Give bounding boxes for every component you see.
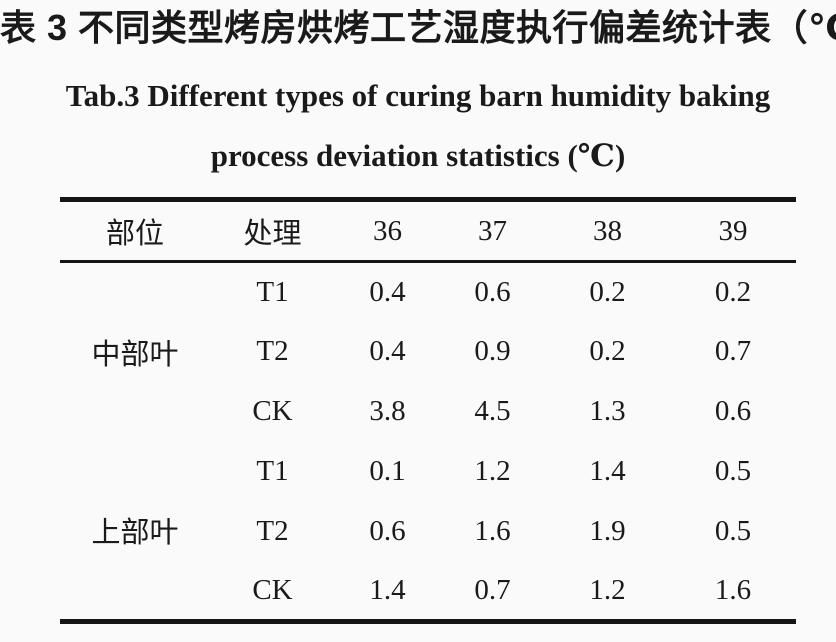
- value-cell: 1.4: [369, 573, 406, 606]
- value-cell: 0.2: [589, 335, 626, 367]
- col-header-37: 37: [478, 214, 507, 247]
- value-cell: 0.7: [474, 573, 511, 606]
- humidity-deviation-table: 部位 处理 36 37 38 39 中部叶 T1 0.4 0.6 0.2 0.2…: [60, 197, 796, 624]
- table-row: CK 3.8 4.5 1.3 0.6: [60, 382, 796, 442]
- value-cell: 0.5: [714, 515, 752, 547]
- row-group-upper-leaf: 上部叶: [91, 517, 179, 550]
- value-cell: 0.4: [369, 335, 406, 367]
- value-cell: 1.4: [589, 455, 626, 487]
- treatment-cell: T2: [256, 515, 289, 547]
- value-cell: 0.5: [714, 455, 752, 487]
- value-cell: 0.2: [589, 275, 626, 308]
- value-cell: 0.1: [369, 455, 406, 487]
- treatment-cell: T1: [256, 455, 289, 487]
- col-header-36: 36: [373, 214, 402, 247]
- treatment-cell: T2: [256, 335, 289, 367]
- value-cell: 3.8: [369, 395, 406, 427]
- value-cell: 0.9: [474, 335, 511, 367]
- table-caption-zh: 表 3 不同类型烤房烘烤工艺湿度执行偏差统计表（℃）: [0, 7, 836, 48]
- table-caption-en-line2: process deviation statistics (℃): [210, 138, 626, 173]
- col-header-38: 38: [593, 214, 622, 247]
- col-header-part: 部位: [105, 218, 164, 250]
- value-cell: 0.2: [714, 275, 752, 308]
- table-row: T2 0.6 1.6 1.9 0.5: [60, 502, 796, 562]
- value-cell: 1.3: [589, 395, 626, 427]
- value-cell: 1.6: [714, 573, 752, 606]
- value-cell: 1.2: [474, 455, 511, 487]
- table-row: 上部叶 T1 0.1 1.2 1.4 0.5: [60, 442, 796, 549]
- value-cell: 0.6: [369, 515, 406, 547]
- row-group-middle-leaf: 中部叶: [91, 339, 179, 372]
- table-caption-en-line1: Tab.3 Different types of curing barn hum…: [65, 78, 771, 113]
- treatment-cell: T1: [256, 275, 289, 308]
- value-cell: 0.6: [474, 275, 511, 308]
- value-cell: 1.2: [589, 573, 626, 606]
- table-row: 中部叶 T1 0.4 0.6 0.2 0.2: [60, 262, 796, 372]
- value-cell: 0.4: [369, 275, 406, 308]
- value-cell: 0.6: [714, 395, 752, 427]
- treatment-cell: CK: [252, 395, 293, 427]
- table-row: CK 1.4 0.7 1.2 1.6: [60, 562, 796, 622]
- treatment-cell: CK: [252, 573, 293, 606]
- header-row: 部位 处理 36 37 38 39: [60, 200, 796, 262]
- value-cell: 0.7: [714, 335, 752, 367]
- table-row: T2 0.4 0.9 0.2 0.7: [60, 322, 796, 382]
- value-cell: 1.6: [474, 515, 511, 547]
- value-cell: 1.9: [589, 515, 626, 547]
- statistics-table-container: 部位 处理 36 37 38 39 中部叶 T1 0.4 0.6 0.2 0.2…: [60, 197, 796, 624]
- col-header-39: 39: [718, 214, 748, 247]
- col-header-treatment: 处理: [243, 218, 302, 250]
- value-cell: 4.5: [474, 395, 511, 427]
